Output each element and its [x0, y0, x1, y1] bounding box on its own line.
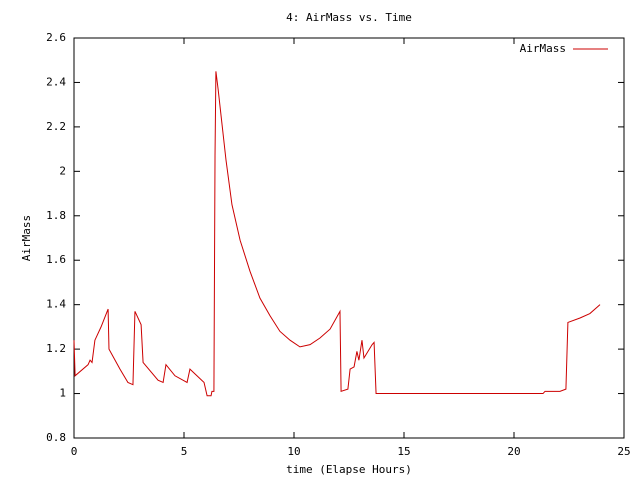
y-tick-label: 2.4	[46, 75, 66, 88]
y-tick-label: 0.8	[46, 431, 66, 444]
x-tick-label: 20	[507, 445, 520, 458]
x-tick-label: 25	[617, 445, 630, 458]
legend-label: AirMass	[520, 42, 566, 55]
plot-frame	[73, 37, 625, 439]
x-axis-label: time (Elapse Hours)	[286, 463, 412, 476]
x-tick-label: 10	[287, 445, 300, 458]
y-tick-label: 2	[59, 164, 66, 177]
y-tick-label: 2.6	[46, 31, 66, 44]
y-tick-label: 1.6	[46, 253, 66, 266]
x-tick-label: 0	[71, 445, 78, 458]
y-tick-label: 1.8	[46, 209, 66, 222]
data-line	[73, 71, 601, 397]
y-tick-label: 2.2	[46, 120, 66, 133]
y-tick-label: 1	[59, 387, 66, 400]
x-tick-label: 5	[181, 445, 188, 458]
y-tick-label: 1.2	[46, 342, 66, 355]
y-axis-label: AirMass	[20, 215, 33, 261]
y-tick-label: 1.4	[46, 298, 66, 311]
chart-title: 4: AirMass vs. Time	[286, 11, 412, 24]
x-tick-label: 15	[397, 445, 410, 458]
